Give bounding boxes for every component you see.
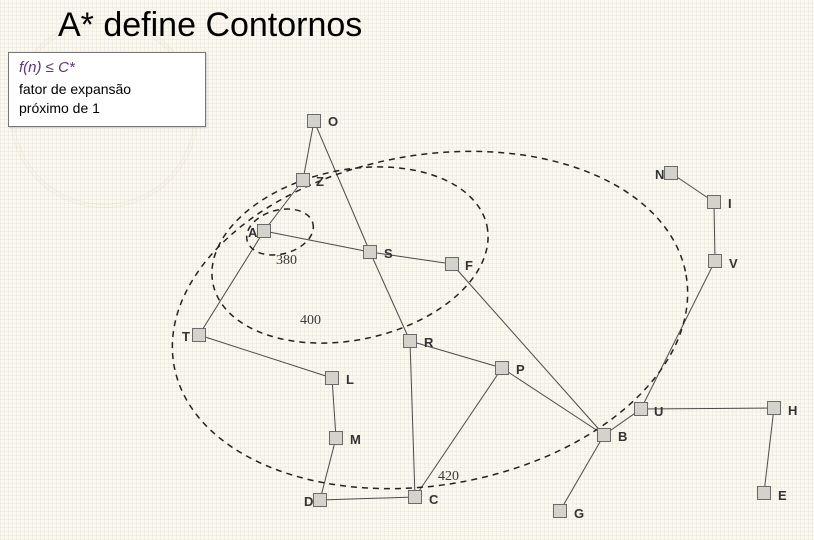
edge-O-Z [303,121,314,180]
edge-R-C [410,341,415,497]
edge-V-I [714,202,715,261]
node-label-I: I [728,196,732,211]
node-label-T: T [182,329,190,344]
edge-L-M [332,378,336,438]
edge-F-B [452,264,604,435]
node-H [768,402,781,415]
edge-H-E [764,408,774,493]
node-label-O: O [328,114,338,129]
edge-S-F [370,252,452,264]
node-P [496,362,509,375]
node-label-S: S [384,246,393,261]
node-label-B: B [618,429,627,444]
edge-U-V [641,261,715,409]
node-Z [297,174,310,187]
node-S [364,246,377,259]
labels-layer: O Z A S F T R L P M D C B U G N I V H E [182,114,797,521]
edge-A-T [199,231,264,335]
node-T [193,329,206,342]
contour-c420 [145,112,714,527]
contours-layer [145,112,714,527]
node-V [709,255,722,268]
node-label-L: L [346,372,354,387]
node-label-F: F [465,258,473,273]
node-label-E: E [778,488,787,503]
node-label-V: V [729,256,738,271]
contour-c400 [195,143,504,368]
node-G [554,505,567,518]
edges-layer [199,121,774,511]
node-L [326,372,339,385]
node-O [308,115,321,128]
node-label-R: R [424,335,434,350]
node-F [446,258,459,271]
node-label-D: D [304,494,313,509]
edge-S-R [370,252,410,341]
node-label-M: M [350,432,361,447]
edge-A-S [264,231,370,252]
node-C [409,491,422,504]
node-I [708,196,721,209]
edge-T-L [199,335,332,378]
contour-value-400: 400 [300,313,321,328]
node-label-U: U [654,404,663,419]
contour-value-420: 420 [438,469,459,484]
contour-value-380: 380 [276,253,297,268]
node-A [258,225,271,238]
edge-D-C [320,497,415,500]
node-M [330,432,343,445]
node-D [314,494,327,507]
node-label-H: H [788,403,797,418]
contour-graph: O Z A S F T R L P M D C B U G N I V H E 380 400 420 [0,0,814,540]
nodes-layer [193,115,781,518]
edge-M-D [320,438,336,500]
node-label-C: C [429,492,439,507]
node-U [635,403,648,416]
node-R [404,335,417,348]
node-label-P: P [516,362,525,377]
node-label-N: N [655,167,664,182]
node-label-G: G [574,506,584,521]
node-E [758,487,771,500]
node-label-Z: Z [316,174,324,189]
node-N [665,167,678,180]
node-label-A: A [248,225,258,240]
node-B [598,429,611,442]
